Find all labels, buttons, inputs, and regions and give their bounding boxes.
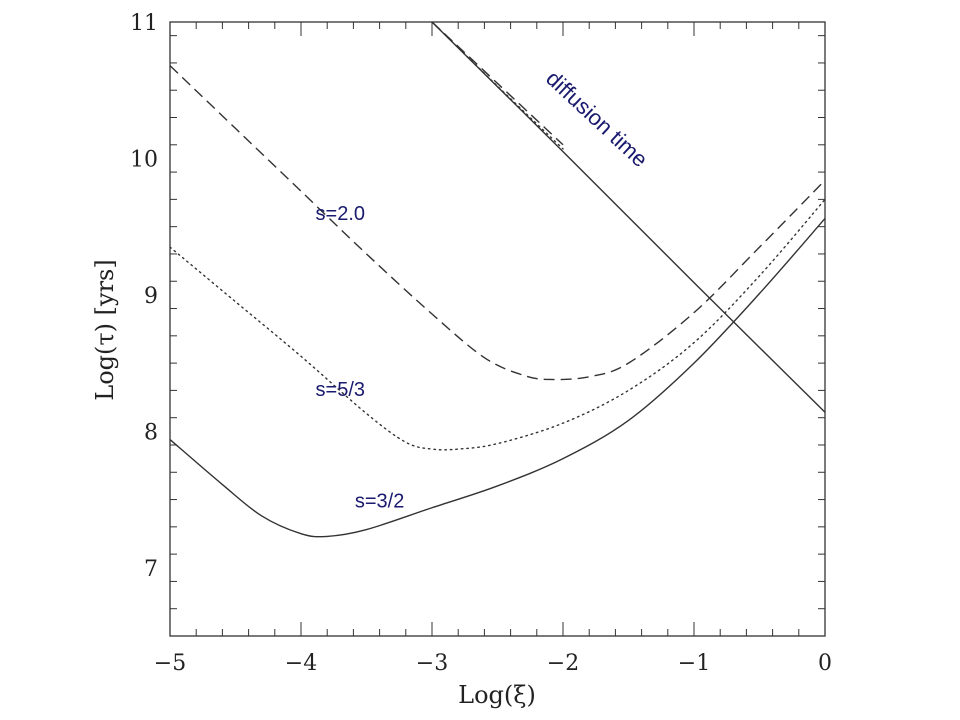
series-line-3: [431, 22, 825, 413]
series-line-4: [431, 22, 564, 146]
annotations: s=2.0 s=5/3 s=3/2 diffusion time: [316, 66, 653, 513]
x-tick-label: −4: [285, 651, 317, 676]
annotation-3: diffusion time: [541, 66, 653, 172]
y-tick-label: 9: [144, 284, 158, 309]
x-tick-label: −2: [547, 651, 579, 676]
y-tick-label: 7: [144, 557, 158, 582]
y-tick-label: 11: [130, 11, 158, 36]
annotation-1: s=5/3: [316, 379, 365, 401]
x-tick-label: −3: [416, 651, 448, 676]
series-line-2: [170, 218, 825, 538]
annotation-0: s=2.0: [316, 203, 365, 225]
plot-frame: [169, 21, 826, 637]
y-tick-label: 8: [144, 420, 158, 445]
x-axis-title: Log(ξ): [458, 681, 536, 709]
series-line-5: [431, 22, 564, 150]
y-axis-title: Log(τ) [yrs]: [91, 259, 119, 400]
annotation-2: s=3/2: [355, 491, 404, 513]
series-layer: [170, 22, 825, 538]
y-tick-label: 10: [130, 147, 158, 172]
x-tick-label: −1: [678, 651, 710, 676]
tick-labels: −5 −4 −3 −2 −1 0 7 8 9 10 11: [130, 11, 832, 676]
x-tick-label: −5: [154, 651, 186, 676]
series-line-1: [170, 198, 825, 451]
x-tick-label: 0: [818, 651, 832, 676]
series-line-0: [170, 65, 825, 381]
plot-border: [169, 21, 826, 637]
axis-ticks: [169, 22, 826, 637]
